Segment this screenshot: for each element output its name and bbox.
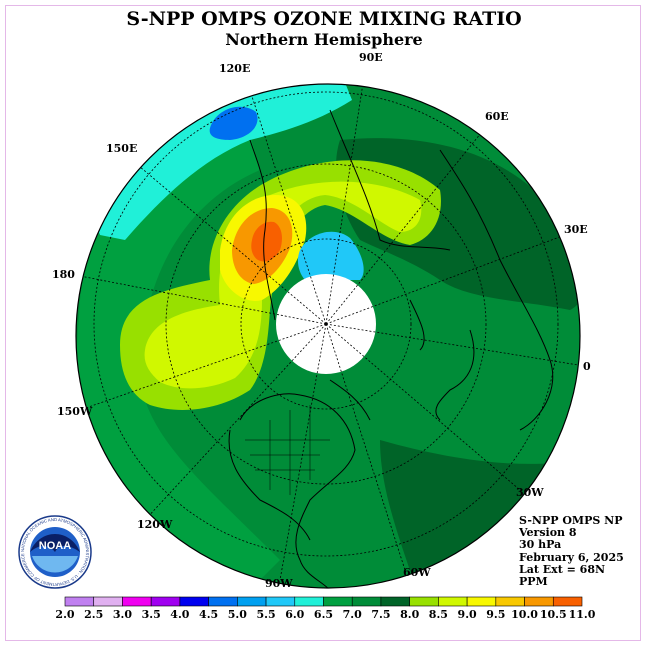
colorbar-swatch bbox=[265, 596, 296, 607]
lon-label-180: 180 bbox=[52, 268, 75, 281]
colorbar-tick-label: 3.5 bbox=[141, 608, 161, 621]
field-blue-spot bbox=[209, 106, 258, 140]
colorbar-swatch bbox=[150, 596, 181, 607]
lon-label-90w: 90W bbox=[265, 577, 293, 590]
product-info: S-NPP OMPS NP Version 8 30 hPa February … bbox=[519, 514, 624, 589]
map-title: S-NPP OMPS OZONE MIXING RATIO bbox=[126, 8, 522, 30]
lon-label-150w: 150W bbox=[57, 405, 93, 418]
colorbar-tick-label: 4.5 bbox=[199, 608, 219, 621]
map-outline bbox=[75, 83, 581, 589]
colorbar-tick-label: 4.0 bbox=[170, 608, 190, 621]
colorbar-tick-label: 3.0 bbox=[112, 608, 133, 621]
colorbar-swatch bbox=[64, 596, 95, 607]
colorbar-swatch bbox=[237, 596, 267, 607]
borders bbox=[245, 405, 330, 495]
info-product: S-NPP OMPS NP bbox=[519, 514, 623, 527]
colorbar-tick-label: 7.0 bbox=[342, 608, 362, 621]
info-units: PPM bbox=[519, 575, 548, 589]
colorbar-swatch bbox=[122, 596, 152, 607]
colorbar-tick-label: 8.5 bbox=[428, 608, 448, 621]
colorbar-swatch bbox=[495, 596, 525, 607]
lon-label-60e: 60E bbox=[485, 110, 509, 123]
colorbar-tick-label: 6.5 bbox=[313, 608, 334, 621]
colorbar-tick-label: 5.5 bbox=[256, 608, 276, 621]
colorbar-swatch bbox=[552, 596, 583, 607]
info-lat-ext: Lat Ext = 68N bbox=[519, 562, 606, 576]
colorbar-tick-label: 5.0 bbox=[227, 608, 247, 621]
colorbar-tick-label: 6.0 bbox=[285, 608, 305, 621]
colorbar-swatch bbox=[351, 596, 382, 607]
lon-label-120w: 120W bbox=[137, 518, 173, 531]
graticule bbox=[76, 84, 579, 581]
info-date: February 6, 2025 bbox=[519, 550, 624, 564]
colorbar-tick-label: 9.5 bbox=[486, 608, 506, 621]
colorbar-swatch bbox=[438, 596, 468, 607]
colorbar-swatch bbox=[93, 596, 123, 607]
colorbar-tick-label: 2.0 bbox=[55, 608, 75, 621]
colorbar-swatch bbox=[323, 596, 353, 607]
field-red-orange bbox=[251, 221, 282, 262]
colorbar-tick-label: 9.0 bbox=[457, 608, 477, 621]
colorbar-tick-label: 7.5 bbox=[371, 608, 391, 621]
lon-label-90e: 90E bbox=[359, 51, 383, 64]
colorbar-tick-label: 8.0 bbox=[400, 608, 420, 621]
info-level: 30 hPa bbox=[519, 538, 562, 552]
map-subtitle: Northern Hemisphere bbox=[225, 30, 423, 49]
figure-frame bbox=[5, 5, 641, 641]
lon-label-150e: 150E bbox=[106, 142, 138, 155]
colorbar-swatch bbox=[466, 596, 497, 607]
field-light-blue bbox=[297, 231, 364, 280]
lon-label-30w: 30W bbox=[516, 486, 544, 499]
lon-label-0: 0 bbox=[583, 360, 591, 373]
lon-label-60w: 60W bbox=[403, 566, 431, 579]
colorbar-tick-label: 10.0 bbox=[511, 608, 538, 621]
colorbar-swatch bbox=[208, 596, 238, 607]
noaa-logo: NOAA NATIONAL OCEANIC AND ATMOSPHERIC AD… bbox=[18, 515, 92, 589]
colorbar-swatch bbox=[409, 596, 439, 607]
colorbar-swatch bbox=[179, 596, 209, 607]
colorbar-swatch bbox=[380, 596, 410, 607]
noaa-logo-text: NOAA bbox=[39, 540, 71, 552]
info-version: Version 8 bbox=[519, 526, 577, 540]
colorbar-tick-label: 2.5 bbox=[84, 608, 104, 621]
field-yellowgreen bbox=[144, 181, 422, 389]
lon-label-120e: 120E bbox=[219, 62, 251, 75]
coastlines bbox=[228, 109, 554, 588]
lon-label-30e: 30E bbox=[564, 223, 588, 236]
colorbar-swatch bbox=[524, 596, 554, 607]
colorbar-tick-label: 11.0 bbox=[568, 608, 596, 621]
colorbar-swatch bbox=[294, 596, 324, 607]
colorbar-tick-label: 10.5 bbox=[539, 608, 567, 621]
colorbar bbox=[64, 596, 583, 607]
